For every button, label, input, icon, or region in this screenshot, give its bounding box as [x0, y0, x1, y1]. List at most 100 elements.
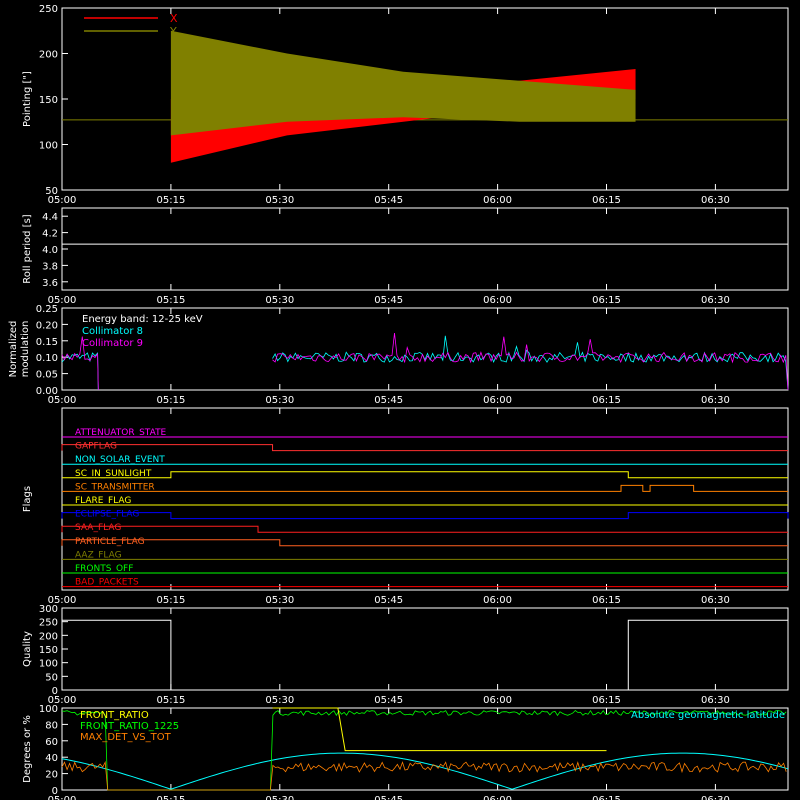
x-tick-label: 06:15: [592, 795, 621, 800]
flag-label: PARTICLE_FLAG: [75, 537, 145, 547]
panel-5: 05:00 05:15 05:30 05:45 06:00 06:15 06:30 0 50 10…: [22, 604, 789, 706]
y-tick-label: 0.05: [36, 370, 58, 381]
legend-label-Y: Y: [169, 25, 177, 38]
flag-label: AAZ_FLAG: [75, 550, 122, 560]
y-tick-label: 300: [39, 604, 58, 615]
x-tick-label: 06:15: [592, 195, 621, 206]
flag-label: ECLIPSE_FLAG: [75, 510, 139, 520]
x-tick-label: 06:00: [483, 595, 512, 606]
flag-label: SC_TRANSMITTER: [75, 482, 155, 492]
series-front-ratio: [272, 707, 607, 752]
y-axis-label: Roll period [s]: [22, 214, 33, 283]
y-tick-label: 250: [39, 618, 58, 629]
x-tick-label: 05:15: [156, 295, 185, 306]
y-tick-label: 100: [39, 659, 58, 670]
flag-label: GAPFLAG: [75, 442, 117, 452]
y-tick-label: 0: [52, 686, 58, 697]
y-axis-label: modulation: [20, 321, 31, 378]
series-geomagnetic-latitude: [61, 752, 789, 790]
legend-label: MAX_DET_VS_TOT: [80, 732, 172, 743]
y-tick-label: 200: [39, 50, 58, 61]
x-tick-label: 05:00: [48, 795, 77, 800]
y-tick-label: 50: [45, 672, 58, 683]
x-tick-label: 06:30: [701, 595, 730, 606]
flag-label: SC_IN_SUNLIGHT: [75, 469, 152, 479]
y-axis-label: Pointing ["]: [22, 71, 33, 127]
y-axis-label: Quality: [22, 631, 33, 667]
x-tick-label: 06:30: [701, 195, 730, 206]
y-axis-label: Degrees or %: [22, 715, 33, 783]
panel-frame: [61, 207, 789, 291]
x-tick-label: 06:00: [483, 395, 512, 406]
legend-label-X: X: [170, 12, 178, 25]
x-tick-label: 06:00: [483, 795, 512, 800]
x-tick-label: 05:30: [265, 795, 294, 800]
series-quality: [627, 619, 789, 690]
y-tick-label: 0.00: [36, 386, 58, 397]
band-annotation: Energy band: 12-25 keV: [82, 314, 203, 325]
y-tick-label: 3.8: [42, 261, 58, 272]
panel-3: 05:00 05:15 05:30 05:45 06:00 06:15 06:30 0.00 0…: [8, 304, 789, 406]
legend-label: Collimator 9: [82, 338, 143, 349]
y-tick-label: 20: [45, 770, 58, 781]
x-tick-label: 06:30: [701, 795, 730, 800]
y-tick-label: 4.2: [42, 229, 58, 240]
x-tick-label: 06:00: [483, 195, 512, 206]
y-tick-label: 4.0: [42, 245, 58, 256]
flag-line: [61, 444, 788, 452]
series-collimator-9: [61, 332, 789, 391]
x-tick-label: 05:30: [265, 595, 294, 606]
panel-1: 05:00 05:15 05:30 05:45 06:00 06:15 06:30 50 100…: [22, 4, 789, 206]
flag-line: [61, 525, 788, 533]
x-tick-label: 05:00: [48, 395, 77, 406]
y-tick-label: 80: [45, 720, 58, 731]
latitude-annotation: Absolute geomagnetic latitude: [631, 710, 785, 721]
x-tick-label: 06:30: [701, 695, 730, 706]
x-tick-label: 05:15: [156, 395, 185, 406]
flag-label: FRONTS_OFF: [75, 564, 133, 574]
y-tick-label: 50: [45, 186, 58, 197]
y-tick-label: 150: [39, 95, 58, 106]
flag-label: ATTENUATOR_STATE: [75, 428, 167, 438]
y-tick-label: 60: [45, 737, 58, 748]
y-tick-label: 0: [52, 786, 58, 797]
x-tick-label: 05:45: [374, 795, 403, 800]
x-tick-label: 05:30: [265, 295, 294, 306]
x-tick-label: 05:45: [374, 695, 403, 706]
legend-label: FRONT_RATIO: [80, 710, 149, 721]
flag-label: BAD_PACKETS: [75, 578, 139, 588]
x-tick-label: 05:00: [48, 295, 77, 306]
y-tick-label: 3.6: [42, 278, 58, 289]
x-tick-label: 06:15: [592, 295, 621, 306]
x-tick-label: 06:00: [483, 295, 512, 306]
flag-line: [61, 539, 788, 547]
panel-2: 05:00 05:15 05:30 05:45 06:00 06:15 06:30 3.6 3.…: [22, 207, 789, 306]
panel-frame: [61, 407, 789, 591]
x-tick-label: 05:15: [156, 195, 185, 206]
legend-label: FRONT_RATIO_1225: [80, 721, 179, 732]
y-tick-label: 0.10: [36, 353, 58, 364]
y-tick-label: 40: [45, 753, 58, 764]
x-tick-label: 05:30: [265, 695, 294, 706]
x-tick-label: 05:15: [156, 595, 185, 606]
flag-line: [62, 471, 788, 479]
legend-label: Collimator 8: [82, 326, 143, 337]
y-tick-label: 0.15: [36, 337, 58, 348]
x-tick-label: 05:30: [265, 195, 294, 206]
y-tick-label: 4.4: [42, 212, 58, 223]
x-tick-label: 05:45: [374, 395, 403, 406]
x-tick-label: 05:30: [265, 395, 294, 406]
panel-frame: [61, 307, 789, 391]
x-tick-label: 05:00: [48, 695, 77, 706]
x-tick-label: 05:45: [374, 195, 403, 206]
y-tick-label: 100: [39, 141, 58, 152]
x-tick-label: 05:00: [48, 195, 77, 206]
series-Y-envelope: [170, 30, 636, 136]
series-max-det-vs-tot: [61, 760, 787, 791]
x-tick-label: 05:45: [374, 295, 403, 306]
x-tick-label: 06:15: [592, 395, 621, 406]
y-tick-label: 200: [39, 631, 58, 642]
flag-line: [61, 512, 789, 520]
y-tick-label: 100: [39, 704, 58, 715]
x-tick-label: 06:15: [592, 695, 621, 706]
